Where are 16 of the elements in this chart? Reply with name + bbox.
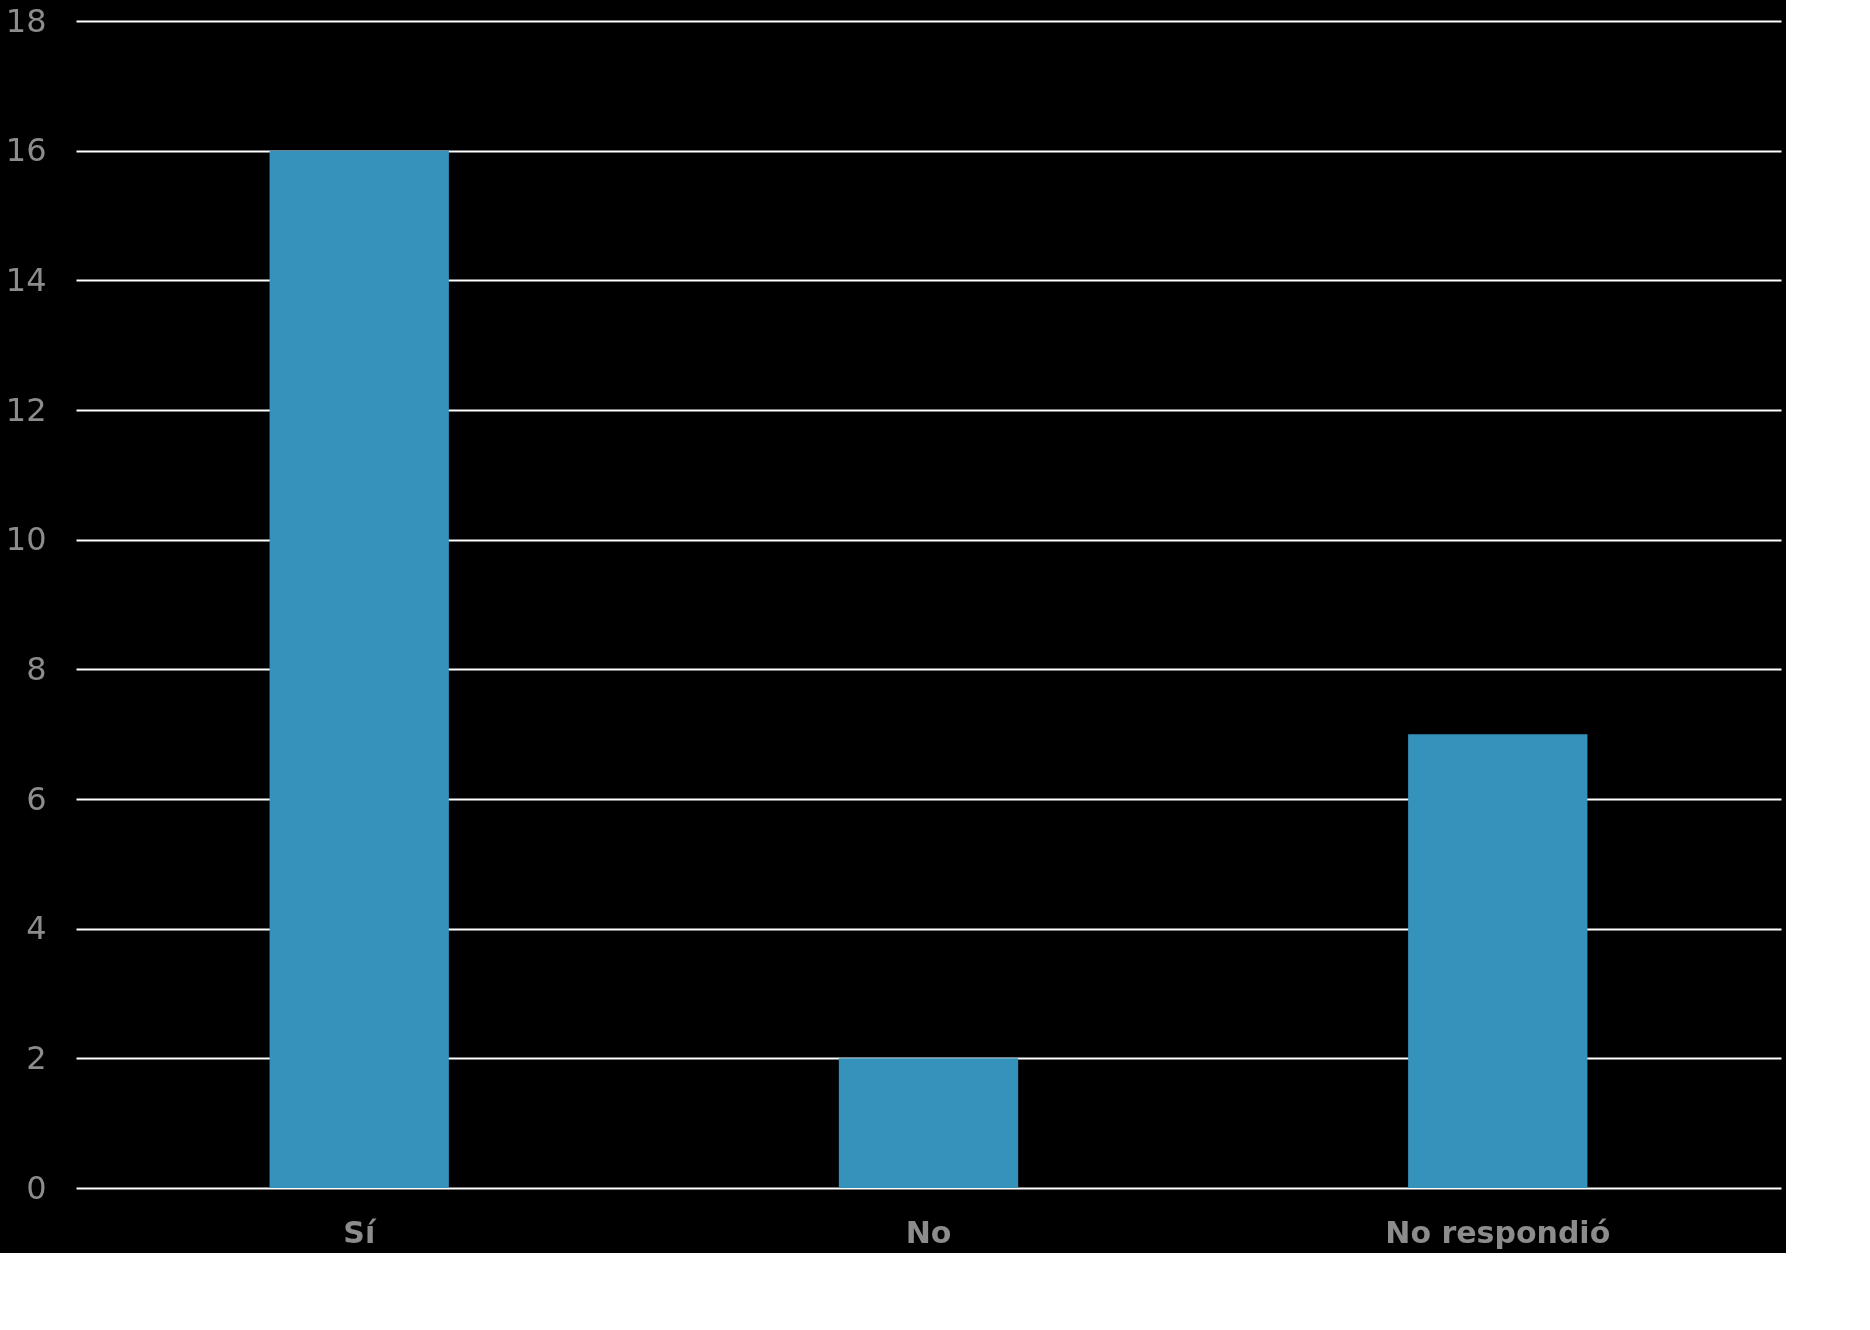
bar: [838, 1058, 1019, 1188]
y-tick-label: 2: [26, 1038, 47, 1077]
y-tick-label: 10: [5, 520, 47, 559]
y-tick-label: 4: [26, 909, 47, 948]
y-tick-label: 8: [26, 649, 47, 688]
y-tick-label: 6: [26, 779, 47, 818]
bar: [1408, 734, 1588, 1188]
y-tick-label: 16: [5, 131, 47, 170]
x-tick-label: Sí: [343, 1214, 377, 1250]
y-tick-label: 18: [5, 1, 47, 40]
bar: [269, 150, 449, 1188]
x-tick-label: No: [905, 1214, 952, 1250]
y-tick-label: 12: [5, 390, 47, 429]
x-tick-label: No respondió: [1385, 1214, 1611, 1250]
y-tick-label: 14: [5, 260, 47, 299]
y-tick-label: 0: [26, 1168, 47, 1207]
